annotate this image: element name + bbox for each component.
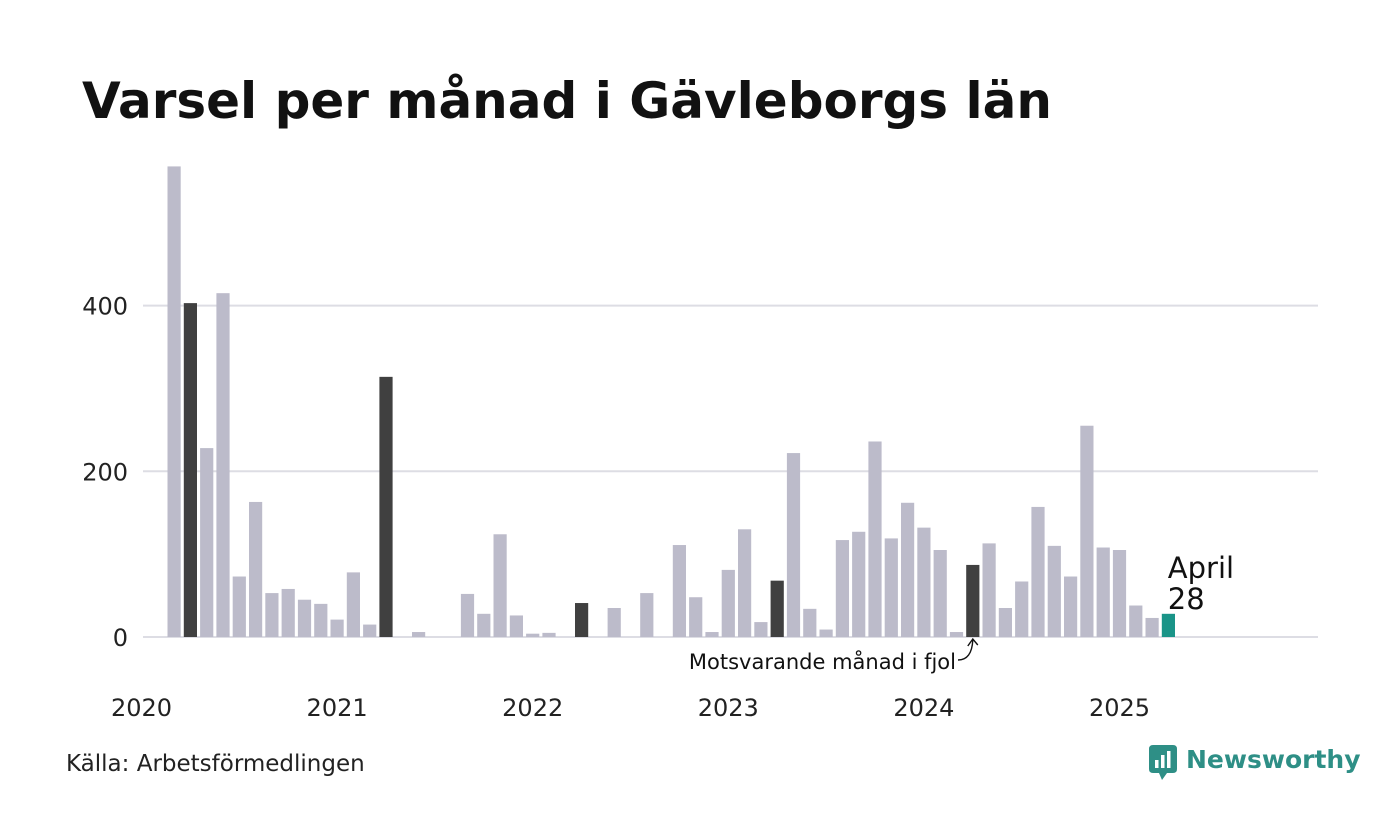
bar xyxy=(167,166,181,638)
bar xyxy=(998,608,1012,637)
x-tick-label: 2025 xyxy=(1089,694,1150,722)
bar xyxy=(477,613,491,637)
annotation: Motsvarande månad i fjol xyxy=(689,637,979,674)
bar xyxy=(346,572,360,637)
logo-bar-2 xyxy=(1161,755,1165,768)
bar xyxy=(1096,547,1110,637)
newsworthy-icon xyxy=(1149,745,1177,780)
bar xyxy=(265,593,279,637)
bar xyxy=(917,527,931,637)
x-tick-label: 2024 xyxy=(893,694,954,722)
bar xyxy=(786,453,801,637)
bar xyxy=(754,622,768,637)
bar xyxy=(493,534,507,637)
bar xyxy=(1015,581,1029,637)
bar xyxy=(1112,550,1127,637)
highlight-value-label: 28 xyxy=(1168,582,1205,616)
bar xyxy=(835,540,849,637)
bar xyxy=(363,624,377,637)
bar xyxy=(1047,545,1061,637)
x-tick-labels: 2020 2021 2022 2023 2024 2025 xyxy=(111,694,1150,722)
highlight-month-label: April xyxy=(1168,551,1234,585)
bar xyxy=(314,603,328,637)
bar xyxy=(1031,506,1045,637)
bar xyxy=(672,545,686,637)
bar xyxy=(607,608,621,637)
bar xyxy=(460,593,475,637)
bar xyxy=(738,529,752,637)
x-tick-label: 2021 xyxy=(307,694,368,722)
y-tick-label: 400 xyxy=(82,293,128,321)
bar xyxy=(852,531,866,637)
bar xyxy=(640,593,654,637)
highlight-bar xyxy=(1161,613,1175,637)
bar xyxy=(949,632,964,637)
bar xyxy=(1145,617,1159,637)
bar xyxy=(884,538,898,637)
bar xyxy=(1129,605,1143,637)
bars xyxy=(167,166,1175,638)
bar xyxy=(526,633,540,637)
bar xyxy=(819,629,833,637)
bar xyxy=(705,632,719,637)
logo-bar-3 xyxy=(1167,751,1171,768)
bar xyxy=(509,615,523,637)
bar xyxy=(689,597,703,637)
logo-bar-1 xyxy=(1155,760,1159,768)
y-tick-label: 0 xyxy=(113,624,128,652)
source-label: Källa: Arbetsförmedlingen xyxy=(66,751,365,777)
bar xyxy=(868,441,882,637)
y-tick-label: 200 xyxy=(82,458,128,486)
comparison-bar xyxy=(379,376,393,637)
highlight-labels: April 28 xyxy=(1168,551,1234,616)
newsworthy-logo: Newsworthy xyxy=(1149,745,1361,780)
x-tick-label: 2023 xyxy=(698,694,759,722)
bar xyxy=(982,543,996,637)
bar xyxy=(249,501,263,637)
x-tick-label: 2020 xyxy=(111,694,172,722)
annotation-label: Motsvarande månad i fjol xyxy=(689,649,956,674)
annotation-arrow xyxy=(957,639,974,661)
x-tick-label: 2022 xyxy=(502,694,563,722)
comparison-bar xyxy=(183,303,197,637)
bar xyxy=(232,576,246,637)
annotation-arrowhead xyxy=(967,637,979,647)
bar xyxy=(297,599,312,637)
bar xyxy=(412,632,426,637)
chart-title: Varsel per månad i Gävleborgs län xyxy=(82,72,1052,130)
bar xyxy=(901,502,915,637)
bar xyxy=(216,293,230,637)
bar xyxy=(933,550,947,637)
comparison-bar xyxy=(770,580,784,637)
bar xyxy=(200,448,214,637)
bar xyxy=(1064,576,1078,637)
bar xyxy=(281,588,295,637)
comparison-bar xyxy=(966,564,980,637)
bar xyxy=(803,608,817,637)
bar xyxy=(1080,425,1094,637)
bar xyxy=(542,632,556,637)
bar xyxy=(330,619,344,637)
brand-name: Newsworthy xyxy=(1186,745,1361,774)
bar xyxy=(721,569,735,637)
comparison-bar xyxy=(575,603,589,637)
y-tick-labels: 0 200 400 xyxy=(82,293,128,652)
